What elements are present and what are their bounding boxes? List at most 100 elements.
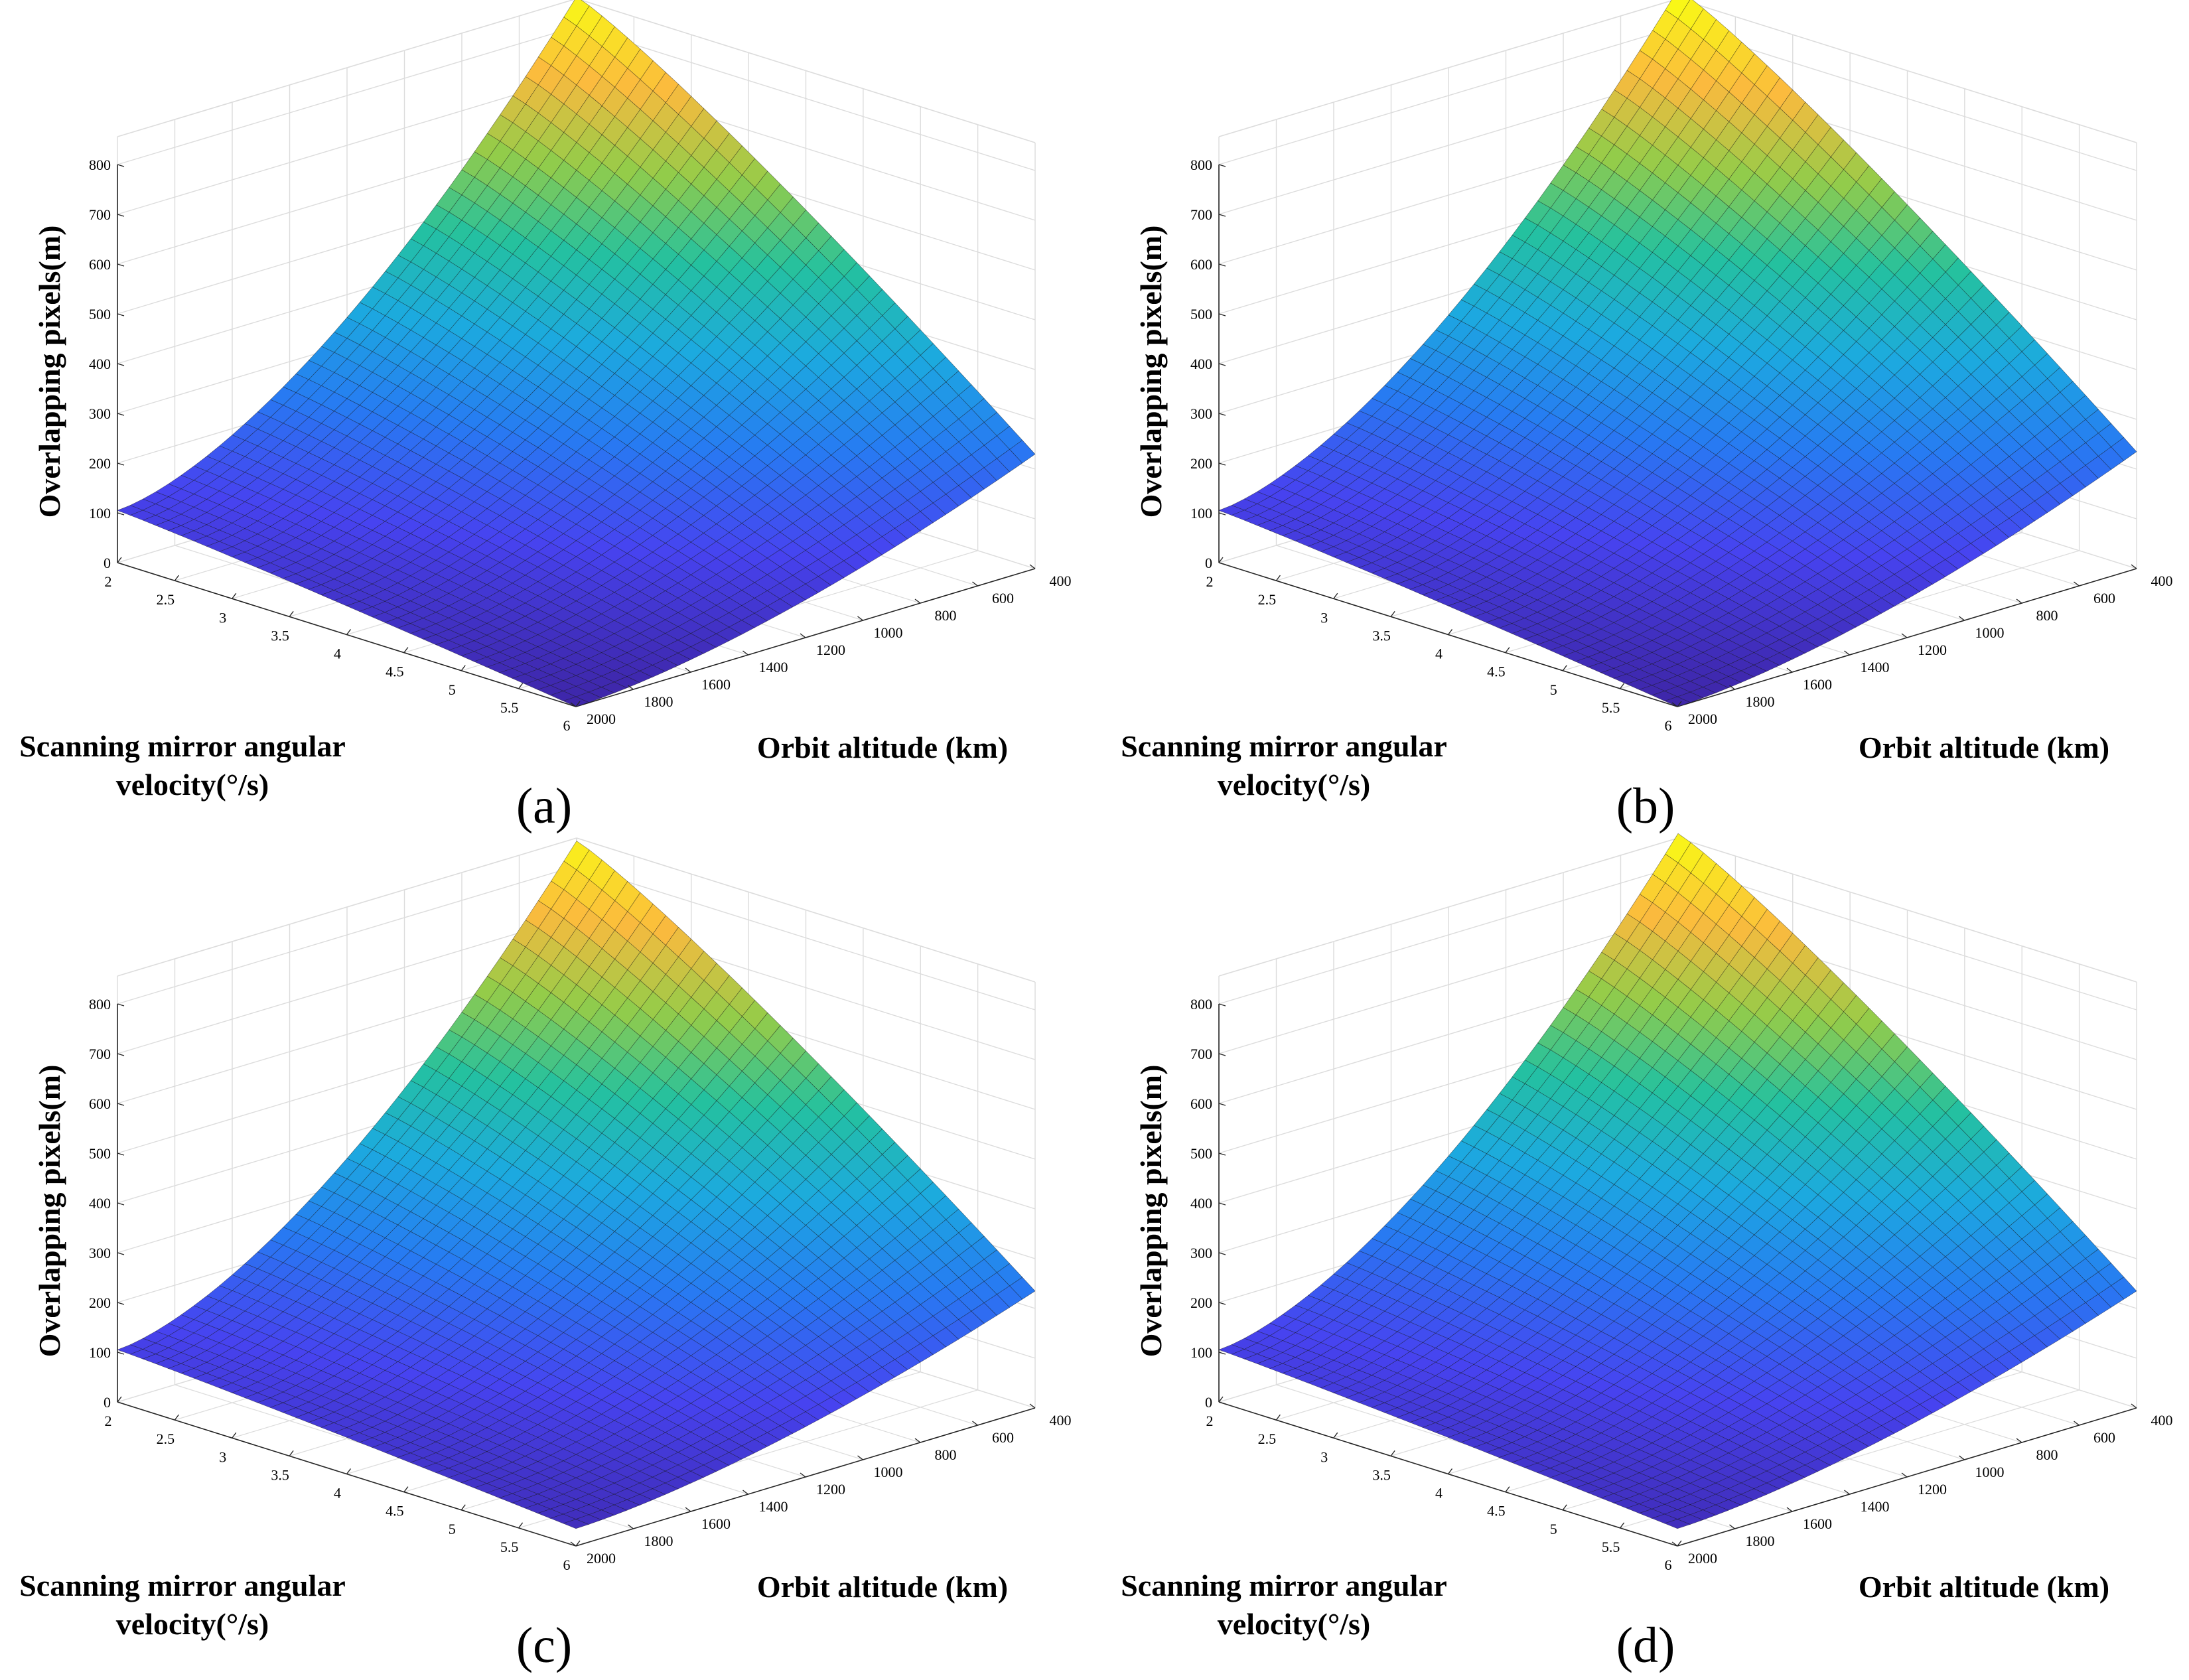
- z-tick-mark: [117, 413, 125, 416]
- z-tick-mark: [1218, 214, 1226, 217]
- y-tick-label: 1800: [644, 1533, 673, 1549]
- y-tick-mark: [914, 598, 921, 604]
- z-axis-title: Overlapping pixels(m): [1134, 226, 1168, 518]
- y-tick-label: 1400: [1861, 659, 1890, 675]
- y-tick-mark: [685, 667, 691, 673]
- x-tick-label: 4: [334, 1485, 341, 1502]
- y-axis-title: Orbit altitude (km): [757, 731, 1008, 764]
- y-tick-label: 2000: [1688, 711, 1717, 727]
- y-tick-label: 1600: [701, 1515, 731, 1532]
- y-tick-label: 1400: [759, 659, 788, 675]
- z-tick-mark: [117, 462, 125, 466]
- y-axis-title: Orbit altitude (km): [1859, 731, 2109, 764]
- x-axis-title-line2: velocity(°/s): [1218, 768, 1370, 802]
- surface: [1218, 0, 2137, 707]
- x-tick-label: 6: [563, 717, 571, 734]
- x-tick-label: 6: [1665, 717, 1672, 734]
- surface: [117, 841, 1036, 1529]
- x-tick-label: 2: [105, 573, 112, 590]
- z-axis-title: Overlapping pixels(m): [33, 226, 66, 518]
- z-tick-mark: [117, 1202, 125, 1206]
- x-tick-label: 4: [1435, 646, 1443, 662]
- y-tick-label: 2000: [587, 711, 616, 727]
- z-tick-label: 0: [104, 1394, 111, 1411]
- y-tick-label: 400: [2151, 573, 2173, 589]
- y-tick-mark: [742, 650, 748, 656]
- panel-label: (c): [516, 1618, 572, 1673]
- x-tick-label: 3: [219, 609, 226, 626]
- z-tick-label: 100: [89, 1344, 111, 1361]
- top-edge-right: [579, 0, 1036, 143]
- z-tick-label: 400: [89, 356, 111, 372]
- y-tick-mark: [972, 581, 978, 587]
- z-tick-label: 600: [89, 256, 111, 273]
- surface-patch: [562, 696, 590, 707]
- z-tick-label: 100: [1190, 505, 1212, 522]
- y-tick-label: 400: [1050, 573, 1072, 589]
- panel-label: (a): [516, 778, 572, 834]
- y-tick-label: 800: [935, 607, 957, 624]
- y-tick-label: 1200: [1918, 642, 1947, 658]
- x-tick-label: 3: [219, 1448, 226, 1465]
- y-tick-label: 1200: [816, 1481, 845, 1498]
- x-tick-mark: [460, 665, 466, 671]
- x-tick-label: 3: [1320, 609, 1328, 626]
- x-tick-label: 2: [1206, 573, 1214, 590]
- z-tick-mark: [117, 512, 125, 516]
- y-tick-label: 1200: [816, 642, 845, 658]
- top-edge-left: [117, 0, 575, 137]
- y-tick-label: 600: [2093, 590, 2115, 606]
- surface: [117, 0, 1036, 707]
- z-tick-label: 700: [1190, 206, 1212, 223]
- z-tick-mark: [1218, 164, 1226, 167]
- x-tick-label: 6: [563, 1557, 571, 1573]
- z-tick-mark: [117, 1302, 125, 1305]
- x-tick-mark: [518, 683, 524, 689]
- z-tick-mark: [1218, 263, 1226, 267]
- z-tick-label: 500: [89, 306, 111, 322]
- z-tick-label: 400: [89, 1195, 111, 1212]
- z-tick-mark: [117, 214, 125, 217]
- x-tick-label: 3.5: [271, 1466, 289, 1483]
- y-axis-title: Orbit altitude (km): [757, 1570, 1008, 1604]
- z-tick-mark: [117, 363, 125, 366]
- z-tick-mark: [117, 1153, 125, 1156]
- x-tick-mark: [575, 701, 581, 707]
- x-tick-mark: [232, 593, 237, 599]
- surface: [1218, 833, 2137, 1529]
- x-tick-label: 4.5: [386, 664, 404, 680]
- z-tick-label: 700: [89, 206, 111, 223]
- x-axis-title-line1: Scanning mirror angular: [1121, 729, 1447, 763]
- z-tick-mark: [117, 562, 125, 565]
- x-tick-mark: [174, 575, 179, 581]
- z-tick-label: 0: [104, 555, 111, 571]
- z-tick-label: 700: [89, 1046, 111, 1062]
- z-tick-mark: [117, 164, 125, 167]
- x-tick-label: 5: [449, 681, 456, 698]
- z-tick-mark: [117, 1103, 125, 1106]
- x-tick-label: 5.5: [500, 699, 519, 716]
- z-tick-label: 600: [1190, 256, 1212, 273]
- panel-label: (b): [1616, 778, 1675, 834]
- surface-panel-d: 010020030040050060070080022.533.544.555.…: [1121, 833, 2173, 1673]
- z-tick-mark: [117, 313, 125, 316]
- x-axis-title-line2: velocity(°/s): [116, 768, 269, 802]
- z-tick-label: 400: [1190, 356, 1212, 372]
- x-tick-label: 5.5: [1602, 699, 1620, 716]
- x-axis-title-line1: Scanning mirror angular: [19, 1569, 346, 1602]
- y-tick-label: 1000: [1975, 624, 2005, 641]
- x-tick-label: 5.5: [500, 1539, 519, 1555]
- z-tick-mark: [117, 1352, 125, 1355]
- z-tick-label: 800: [89, 157, 111, 173]
- y-tick-mark: [800, 633, 806, 638]
- y-tick-label: 1800: [644, 693, 673, 710]
- x-tick-label: 2.5: [157, 591, 175, 608]
- z-tick-label: 200: [89, 1295, 111, 1311]
- x-axis-title-line1: Scanning mirror angular: [19, 729, 346, 763]
- z-tick-mark: [1218, 462, 1226, 466]
- y-tick-mark: [857, 616, 863, 621]
- x-tick-label: 4.5: [386, 1503, 404, 1519]
- z-tick-label: 0: [1205, 555, 1212, 571]
- z-axis-title: Overlapping pixels(m): [33, 1065, 66, 1358]
